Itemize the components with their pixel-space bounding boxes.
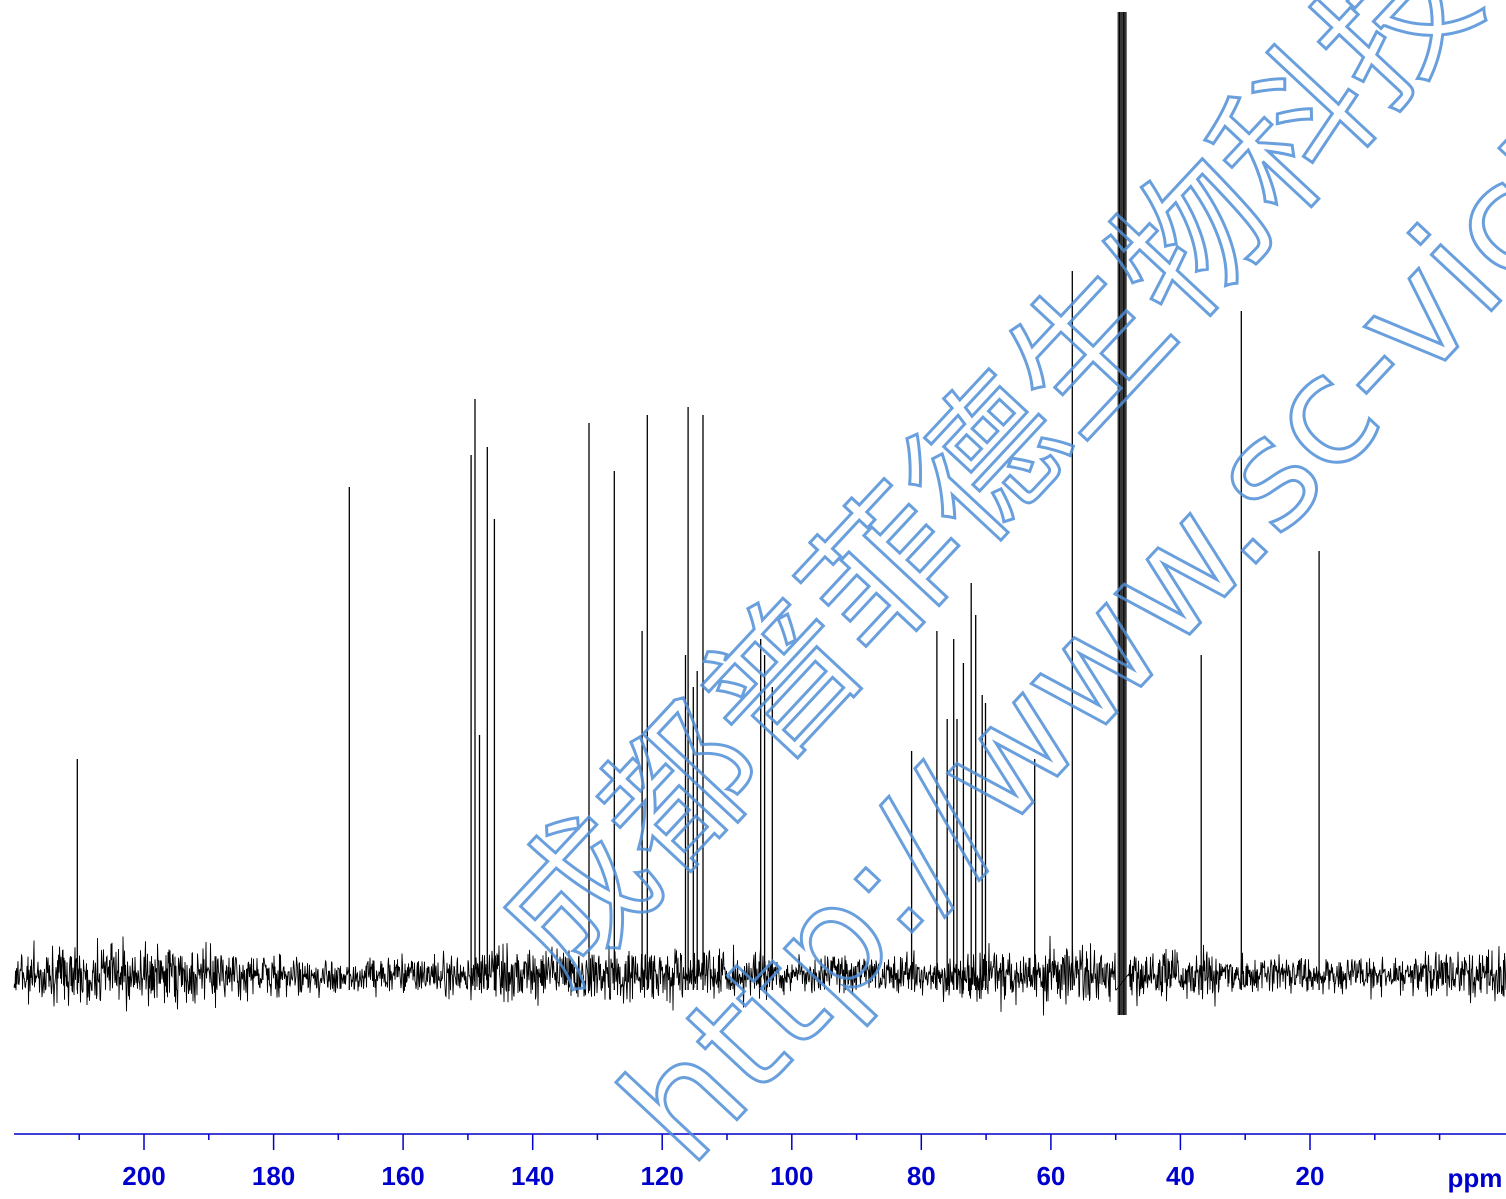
noise-baseline bbox=[13, 935, 1506, 1016]
watermark-url-text: http://www.sc-victo bbox=[589, 26, 1506, 1195]
x-axis: 200 180 160 140 120 100 80 60 40 20 ppm bbox=[14, 1133, 1506, 1193]
x-tick-label: 80 bbox=[907, 1161, 936, 1191]
x-tick-label: 160 bbox=[381, 1161, 424, 1191]
x-axis-unit-label: ppm bbox=[1448, 1163, 1503, 1193]
x-tick-label: 100 bbox=[770, 1161, 813, 1191]
x-tick-label: 40 bbox=[1166, 1161, 1195, 1191]
x-tick-label: 200 bbox=[122, 1161, 165, 1191]
x-tick-label: 20 bbox=[1296, 1161, 1325, 1191]
x-tick-label: 140 bbox=[511, 1161, 554, 1191]
watermark: 成都普菲德生物科技有限 http://www.sc-victo bbox=[463, 0, 1506, 1196]
spectrum-trace-layer bbox=[13, 12, 1506, 1016]
x-tick-label: 60 bbox=[1036, 1161, 1065, 1191]
x-tick-label: 120 bbox=[641, 1161, 684, 1191]
x-tick-label: 180 bbox=[252, 1161, 295, 1191]
